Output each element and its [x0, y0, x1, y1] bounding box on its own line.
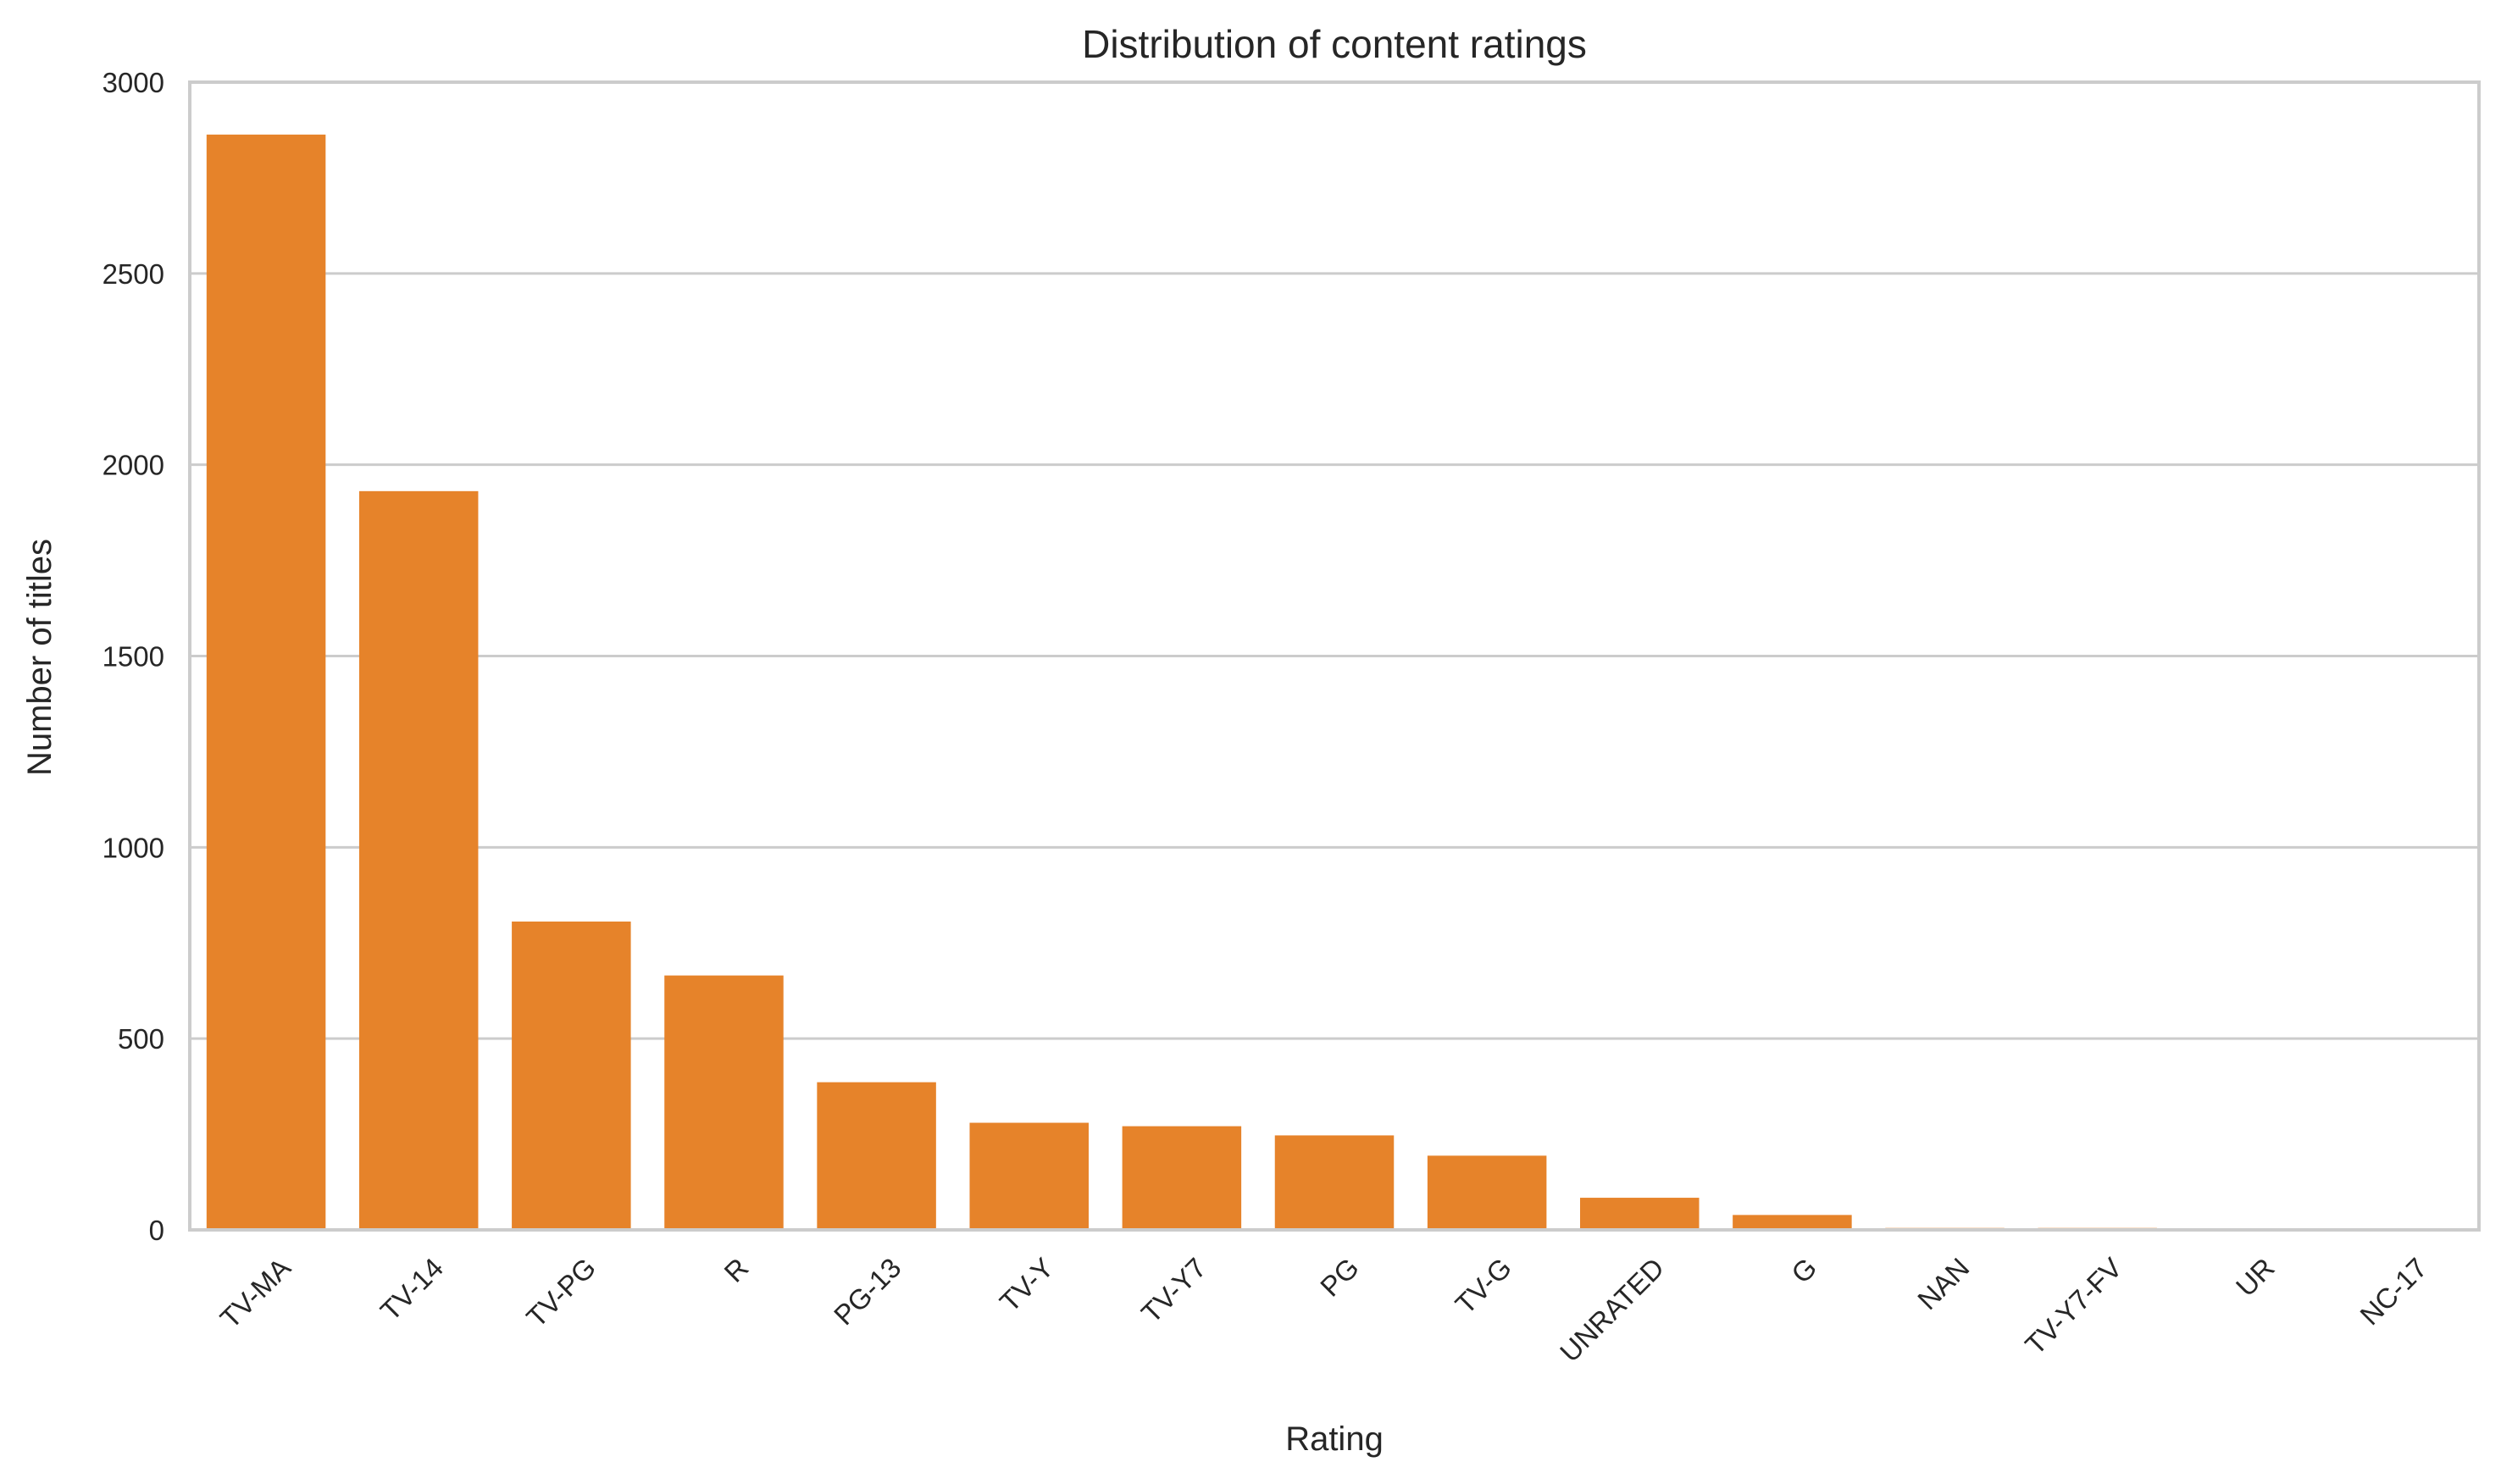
x-tick-label-tv-y7: TV-Y7 — [1135, 1252, 1212, 1329]
y-tick-label-2500: 2500 — [103, 258, 164, 290]
y-tick-label-0: 0 — [149, 1215, 164, 1246]
y-axis-label: Number of titles — [21, 539, 58, 776]
bar-unrated — [1580, 1198, 1700, 1230]
x-axis-label: Rating — [1285, 1420, 1384, 1458]
x-tick-label-tv-g: TV-G — [1449, 1252, 1517, 1321]
x-tick-label-tv-y7-fv: TV-Y7-FV — [2019, 1252, 2128, 1361]
bar-tv-pg — [512, 921, 631, 1230]
x-tick-label-nan: NAN — [1911, 1252, 1975, 1315]
x-tick-labels: TV-MA TV-14 TV-PG R PG-13 TV-Y TV-Y7 PG TV-G UNRA… — [214, 1252, 2433, 1368]
x-tick-label-g: G — [1785, 1252, 1822, 1289]
x-tick-label-pg-13: PG-13 — [828, 1252, 907, 1332]
bar-pg-13 — [817, 1082, 936, 1230]
bar-pg — [1274, 1135, 1395, 1230]
gridlines — [190, 272, 2479, 1040]
bar-g — [1733, 1215, 1852, 1230]
y-tick-labels: 0 500 1000 1500 2000 2500 3000 — [103, 67, 164, 1246]
x-tick-label-pg: PG — [1314, 1252, 1365, 1303]
x-tick-label-ur: UR — [2230, 1252, 2281, 1303]
x-tick-label-tv-pg: TV-PG — [520, 1252, 602, 1333]
bar-tv-y — [969, 1122, 1089, 1230]
y-tick-label-1000: 1000 — [103, 832, 164, 863]
y-tick-label-500: 500 — [118, 1023, 164, 1055]
chart-title: Distribution of content ratings — [1082, 22, 1587, 66]
x-tick-label-r: R — [718, 1252, 754, 1288]
x-tick-label-tv-ma: TV-MA — [214, 1252, 297, 1334]
bars — [206, 134, 2463, 1231]
bar-tv-y7 — [1122, 1126, 1242, 1230]
bar-tv-ma — [206, 134, 326, 1231]
y-tick-label-1500: 1500 — [103, 641, 164, 673]
plot-frame — [188, 80, 2481, 1232]
bar-tv-14 — [358, 490, 479, 1230]
x-tick-label-tv-14: TV-14 — [374, 1252, 449, 1326]
bar-tv-g — [1427, 1155, 1547, 1230]
x-tick-label-unrated: UNRATED — [1554, 1252, 1670, 1368]
y-tick-label-2000: 2000 — [103, 450, 164, 481]
y-tick-label-3000: 3000 — [103, 67, 164, 98]
x-tick-label-nc-17: NC-17 — [2354, 1252, 2433, 1332]
bar-r — [664, 975, 784, 1230]
x-tick-label-tv-y: TV-Y — [994, 1252, 1060, 1318]
